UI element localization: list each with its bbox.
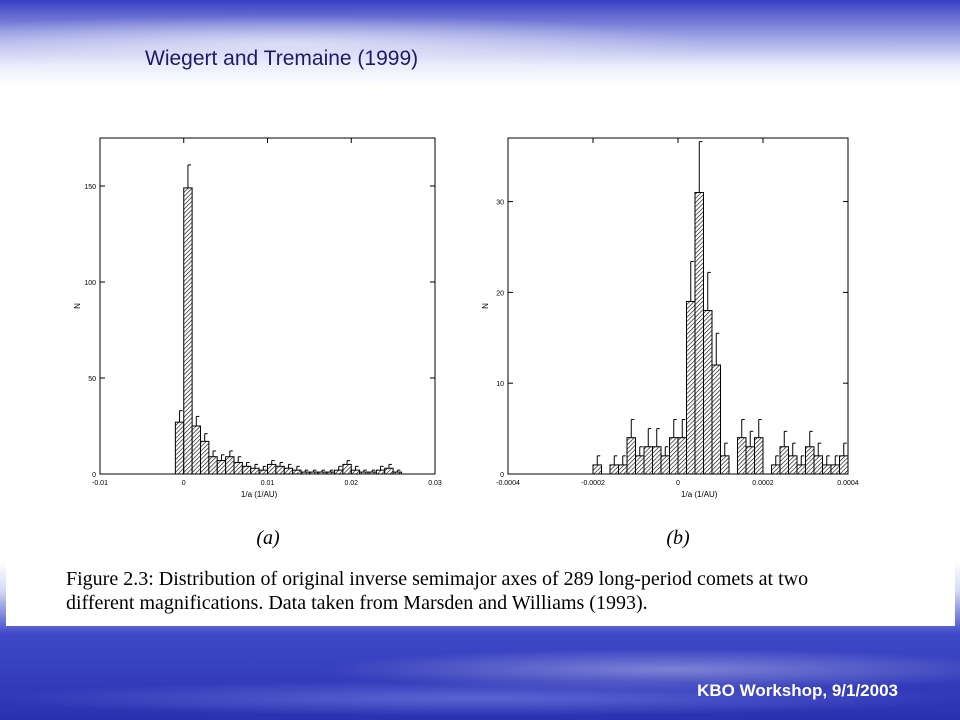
- chart-b-bar: [813, 455, 823, 475]
- chart-a-panel-label: (a): [256, 527, 280, 549]
- chart-b-bar: [677, 437, 687, 475]
- chart-a-y-tick-label: 150: [84, 184, 96, 191]
- chart-a-x-tick-label: 0: [182, 480, 186, 487]
- footer-text: KBO Workshop, 9/1/2003: [697, 681, 898, 700]
- chart-b-bar: [805, 446, 815, 475]
- chart-a-bar: [334, 469, 344, 475]
- chart-a-y-axis-label: N: [73, 303, 82, 309]
- chart-a-bar: [200, 440, 210, 475]
- chart-a-bar: [258, 469, 268, 475]
- chart-a-bar: [208, 456, 218, 475]
- chart-a-y-tick-label: 50: [88, 376, 96, 383]
- chart-a-bar: [233, 461, 243, 475]
- figure-panel: -0.01 0 0.01 0.02 0.03 0 50 100 150 1/a (1/AU) N (a…: [6, 94, 955, 626]
- chart-a-x-tick-label: -0.01: [92, 480, 108, 487]
- figure-caption-line-2: different magnifications. Data taken fro…: [66, 592, 648, 614]
- chart-b-y-tick-label: 0: [500, 472, 504, 479]
- chart-b-bar: [609, 464, 619, 475]
- chart-b-bar: [686, 300, 696, 475]
- chart-b-bar: [788, 455, 798, 475]
- chart-a-bar: [275, 465, 285, 475]
- chart-b-bar: [703, 310, 713, 475]
- chart-b-y-axis-label: N: [481, 303, 490, 309]
- chart-a-bar: [216, 460, 227, 475]
- chart-b-bar: [720, 455, 730, 475]
- chart-a-bar: [191, 425, 201, 475]
- chart-b-bar: [779, 446, 789, 475]
- chart-b-x-tick-label: 0: [676, 480, 680, 487]
- chart-b-bar: [652, 446, 662, 475]
- chart-b-panel-label: (b): [666, 527, 690, 549]
- chart-b-frame: [507, 137, 849, 475]
- chart-a-bar: [241, 465, 252, 475]
- chart-a-x-tick-label: 0.03: [428, 480, 442, 487]
- chart-a-frame: [99, 137, 436, 475]
- chart-a-bar: [342, 463, 352, 475]
- chart-b-y-tick-label: 10: [496, 381, 504, 388]
- chart-b-x-tick-label: -0.0002: [581, 480, 605, 487]
- chart-a-bar: [283, 467, 294, 475]
- chart-b-bar: [669, 437, 679, 475]
- slide-title: Wiegert and Tremaine (1999): [145, 47, 419, 70]
- chart-a-x-axis-label: 1/a (1/AU): [241, 490, 278, 499]
- chart-a-bar: [225, 456, 235, 475]
- chart-b-bar: [771, 464, 781, 475]
- figure-caption-line-1: Figure 2.3: Distribution of original inv…: [66, 568, 809, 590]
- chart-b-bar: [796, 464, 806, 475]
- chart-b-bar: [737, 437, 747, 475]
- chart-b-y-tick-label: 20: [496, 290, 504, 297]
- chart-b-bar: [830, 464, 840, 475]
- chart-b-x-tick-label: 0.0004: [837, 480, 859, 487]
- chart-b-bar: [839, 455, 849, 475]
- chart-b-y-tick-label: 30: [496, 200, 504, 207]
- chart-b-bar: [626, 437, 636, 475]
- chart-a-bar: [267, 463, 277, 475]
- chart-a-bar: [250, 467, 260, 475]
- chart-a-bar: [174, 421, 185, 475]
- chart-b-bar: [643, 446, 653, 475]
- chart-b-bar: [592, 464, 602, 475]
- chart-b-bar: [711, 364, 721, 475]
- chart-b-bar: [635, 455, 645, 475]
- chart-b-bar: [694, 191, 704, 475]
- chart-a-bar: [183, 187, 193, 475]
- chart-b-bar: [660, 455, 670, 475]
- chart-a-y-tick-label: 100: [84, 280, 96, 287]
- chart-a-x-tick-label: 0.02: [344, 480, 358, 487]
- chart-b-bar: [745, 446, 755, 475]
- chart-a-bar: [350, 469, 361, 475]
- chart-b: -0.0004 -0.0002 0 0.0002 0.0004 0 10 20 30 1/a (1…: [481, 137, 859, 549]
- chart-b-x-axis-label: 1/a (1/AU): [681, 490, 718, 499]
- chart-a-x-tick-label: 0.01: [261, 480, 275, 487]
- chart-a-y-tick-label: 0: [92, 472, 96, 479]
- chart-b-bar: [822, 464, 832, 475]
- chart-b-x-tick-label: -0.0004: [496, 480, 520, 487]
- chart-a-bar: [384, 467, 394, 475]
- chart-a-bar: [375, 469, 386, 475]
- chart-b-x-tick-label: 0.0002: [752, 480, 774, 487]
- chart-b-bar: [754, 437, 764, 475]
- chart-a-bar: [292, 469, 302, 475]
- chart-b-bar: [618, 464, 628, 475]
